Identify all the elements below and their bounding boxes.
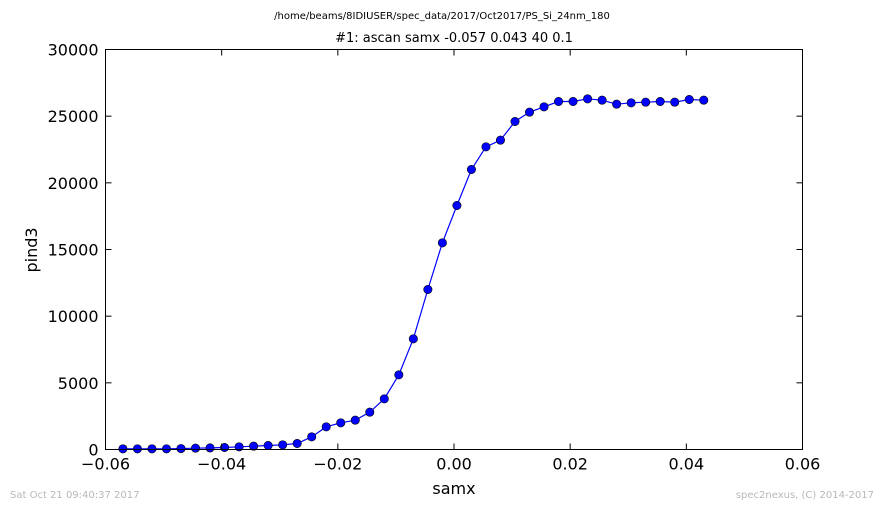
- data-point: [684, 95, 694, 105]
- data-point: [670, 97, 680, 107]
- data-point: [437, 238, 447, 248]
- data-point: [655, 97, 665, 107]
- footer-timestamp: Sat Oct 21 09:40:37 2017: [10, 490, 140, 501]
- data-point: [423, 284, 433, 294]
- data-point: [234, 442, 244, 452]
- data-point: [583, 94, 593, 104]
- data-point: [510, 117, 520, 127]
- data-point: [626, 98, 636, 108]
- x-tick-label: 0.00: [436, 455, 472, 474]
- data-point: [466, 165, 476, 175]
- data-point: [495, 135, 505, 145]
- x-tick-label: 0.02: [552, 455, 588, 474]
- data-point: [568, 97, 578, 107]
- x-axis-label: samx: [432, 479, 475, 498]
- data-file-path: /home/beams/8IDIUSER/spec_data/2017/Oct2…: [274, 11, 610, 22]
- series-line: [122, 98, 704, 450]
- data-point: [597, 95, 607, 105]
- y-tick-label: 30000: [48, 41, 99, 60]
- data-point: [263, 440, 273, 450]
- data-point: [336, 418, 346, 428]
- y-tick-label: 10000: [48, 307, 99, 326]
- data-point: [147, 444, 157, 454]
- data-point: [481, 142, 491, 152]
- y-axis-label: pind3: [22, 227, 41, 272]
- data-point: [699, 95, 709, 105]
- data-point: [249, 441, 259, 451]
- data-point: [161, 444, 171, 454]
- data-point: [379, 394, 389, 404]
- data-point: [176, 444, 186, 454]
- y-tick-label: 15000: [48, 241, 99, 260]
- data-point: [191, 443, 201, 453]
- data-point: [539, 102, 549, 112]
- data-point: [408, 334, 418, 344]
- data-point: [641, 97, 651, 107]
- data-point: [205, 443, 215, 453]
- data-point: [307, 432, 317, 442]
- x-tick-label: −0.02: [313, 455, 362, 474]
- data-point: [365, 407, 375, 417]
- x-tick-label: −0.04: [197, 455, 246, 474]
- plot-frame: [105, 49, 803, 450]
- footer-credit: spec2nexus, (C) 2014-2017: [735, 490, 874, 501]
- data-point: [278, 440, 288, 450]
- y-tick-label: 20000: [48, 174, 99, 193]
- data-point: [321, 422, 331, 432]
- x-tick-label: 0.04: [669, 455, 705, 474]
- y-tick-label: 0: [88, 441, 98, 460]
- scan-title: #1: ascan samx -0.057 0.043 40 0.1: [335, 31, 573, 46]
- data-point: [118, 444, 128, 454]
- data-point: [350, 415, 360, 425]
- data-point: [292, 438, 302, 448]
- data-point: [394, 370, 404, 380]
- y-tick-label: 25000: [48, 107, 99, 126]
- data-point: [132, 444, 142, 454]
- data-point: [452, 201, 462, 211]
- y-tick-label: 5000: [58, 374, 99, 393]
- x-tick-label: −0.06: [81, 455, 130, 474]
- data-point: [525, 107, 535, 117]
- x-tick-label: 0.06: [785, 455, 821, 474]
- data-point: [612, 99, 622, 109]
- data-point: [554, 97, 564, 107]
